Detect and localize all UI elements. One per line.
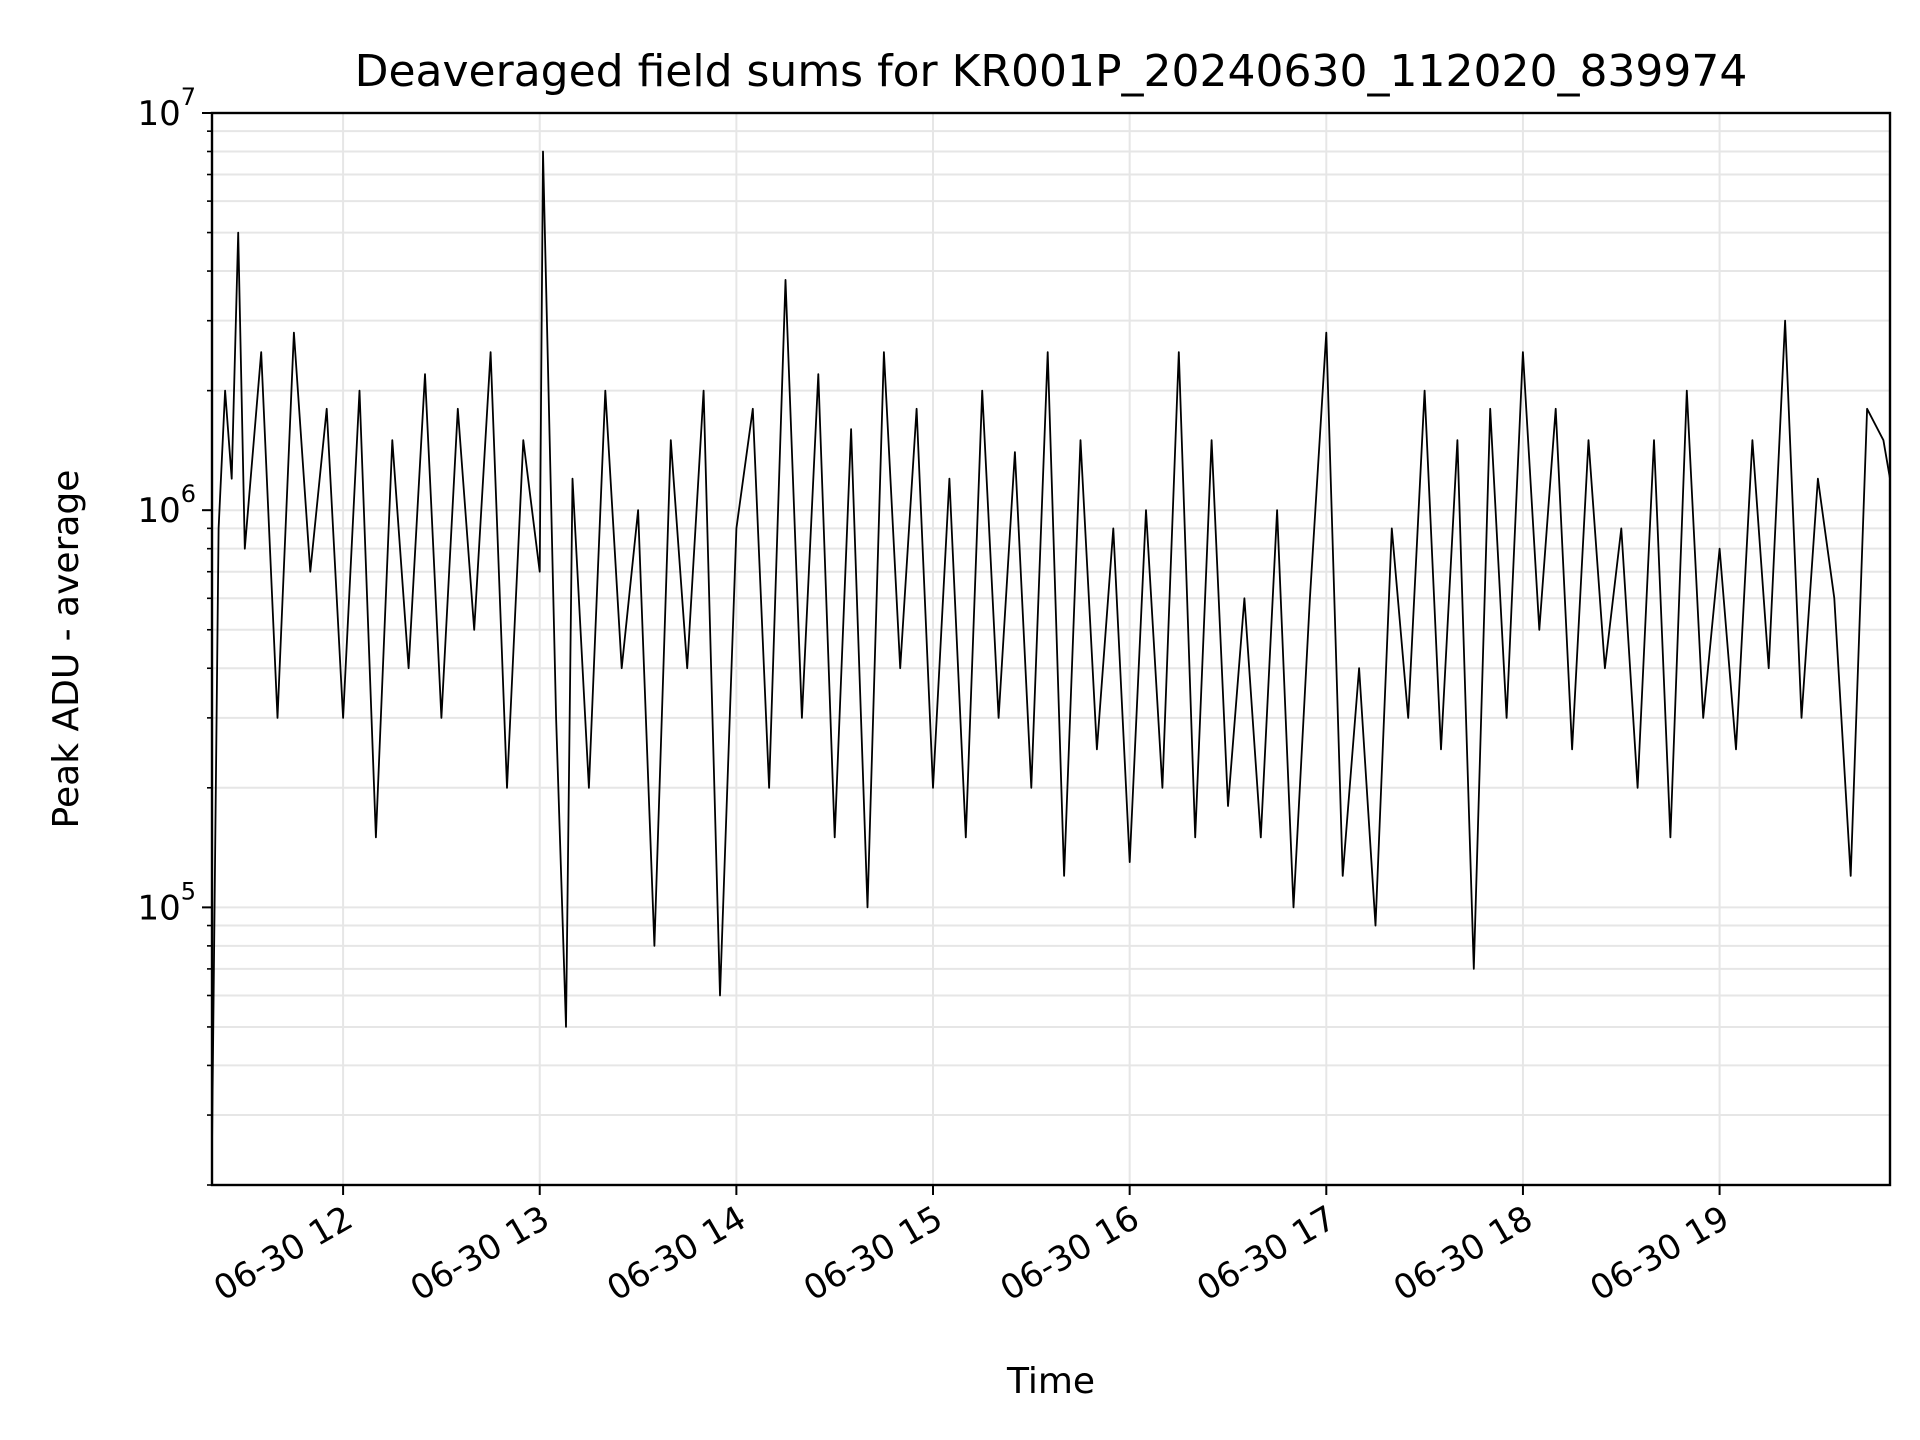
- x-axis-label: Time: [1006, 1361, 1095, 1402]
- chart-title: Deaveraged field sums for KR001P_2024063…: [355, 46, 1748, 97]
- y-axis-label: Peak ADU - average: [46, 470, 87, 829]
